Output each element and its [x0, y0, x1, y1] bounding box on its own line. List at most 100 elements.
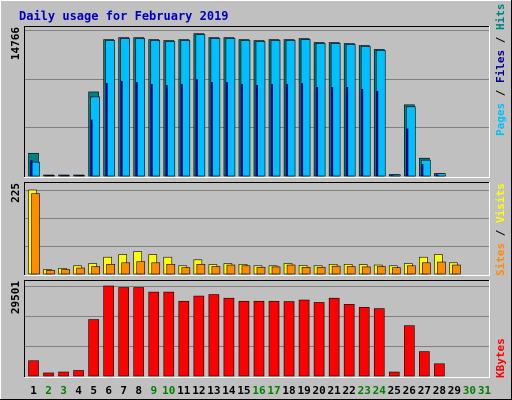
bar-files-day-24 [376, 90, 379, 176]
legend-pages: Pages [494, 103, 507, 136]
bar-kbytes-day-25 [388, 371, 400, 377]
bar-files-day-9 [150, 84, 153, 176]
bar-kbytes-day-3 [58, 371, 69, 377]
bar-files-day-22 [346, 87, 349, 176]
legend-separator: / [494, 83, 507, 103]
panels: 14766 Pages / Files / Hits 225 Sites / Visi… [9, 4, 507, 378]
bar-sites-day-5 [91, 266, 100, 275]
legend-visits: Visits [494, 183, 507, 223]
x-tick-label: 29 [448, 384, 461, 397]
x-tick-label: 2 [45, 384, 52, 397]
bar-sites-day-22 [346, 266, 356, 275]
bar-sites-day-15 [241, 265, 251, 275]
x-tick-label: 16 [252, 384, 266, 397]
x-tick-label: 9 [150, 384, 157, 397]
bar-kbytes-day-1 [28, 360, 39, 377]
bar-files-day-19 [301, 83, 304, 176]
x-tick-label: 8 [135, 384, 142, 397]
bar-files-day-15 [240, 84, 243, 176]
bar-sites-day-7 [121, 262, 130, 275]
bar-files-day-10 [165, 85, 168, 176]
x-tick-label: 25 [388, 384, 401, 397]
x-tick-label: 27 [418, 384, 431, 397]
bar-files-day-5 [90, 119, 93, 176]
bar-sites-day-8 [136, 261, 146, 275]
x-tick-label: 14 [222, 384, 236, 397]
legend-hits: Hits [494, 4, 507, 31]
bar-sites-day-3 [61, 269, 70, 275]
bar-sites-day-29 [452, 264, 461, 275]
bar-kbytes-day-16 [253, 300, 265, 377]
x-tick-label: 11 [177, 384, 191, 397]
bar-kbytes-day-11 [178, 300, 190, 377]
legend-separator: / [494, 30, 507, 50]
x-tick-label: 20 [312, 384, 325, 397]
bar-kbytes-day-26 [404, 325, 415, 377]
bar-files-day-26 [406, 128, 409, 176]
bar-kbytes-day-23 [358, 307, 370, 377]
x-tick-label: 1 [30, 384, 37, 397]
bar-sites-day-19 [301, 266, 311, 275]
bar-sites-day-14 [226, 264, 236, 275]
bar-sites-day-4 [76, 267, 85, 275]
x-tick-label: 3 [60, 384, 67, 397]
y-legend-hits: Pages / Files / Hits [494, 4, 507, 137]
bar-files-day-25 [391, 175, 394, 176]
bars-visits [28, 189, 461, 275]
legend-separator: / [494, 223, 507, 243]
bar-files-day-27 [421, 164, 424, 176]
bar-files-day-21 [331, 87, 334, 176]
bar-kbytes-day-5 [88, 319, 99, 377]
bar-sites-day-1 [31, 193, 40, 275]
bar-sites-day-12 [196, 263, 206, 275]
bar-kbytes-day-22 [343, 304, 355, 377]
bars-kbytes [28, 285, 445, 377]
plot-area-visits [24, 182, 490, 276]
bar-sites-day-27 [422, 262, 431, 275]
bar-files-day-23 [361, 88, 364, 176]
bar-files-day-13 [210, 82, 213, 176]
y-max-label-visits: 225 [9, 183, 22, 203]
x-tick-label: 24 [373, 384, 387, 397]
x-tick-label: 5 [90, 384, 97, 397]
x-axis-labels: 1 2 3 4 5 6 7 8 9 10 11 12 13 14 15 16 17 18 19 20 21 22 23 24 2… [30, 384, 491, 397]
y-max-label-hits: 14766 [9, 27, 22, 60]
bar-files-day-14 [225, 82, 228, 176]
x-tick-label: 15 [237, 384, 250, 397]
x-tick-label: 21 [328, 384, 342, 397]
y-legend-kbytes: KBytes [494, 338, 507, 378]
x-tick-label: 6 [105, 384, 112, 397]
y-legend-visits: Sites / Visits [494, 183, 507, 276]
bar-kbytes-day-28 [434, 363, 445, 377]
x-tick-label: 19 [297, 384, 310, 397]
bar-sites-day-25 [391, 267, 401, 275]
y-max-label-kbytes: 29501 [9, 281, 22, 314]
x-tick-label: 7 [120, 384, 127, 397]
bar-files-day-6 [105, 83, 108, 176]
bar-kbytes-day-15 [238, 300, 250, 377]
x-tick-label: 31 [478, 384, 492, 397]
chart-title: Daily usage for February 2019 [19, 9, 229, 23]
bar-sites-day-28 [437, 261, 446, 275]
x-tick-label: 28 [433, 384, 446, 397]
bar-files-day-1 [30, 160, 33, 176]
x-tick-label: 26 [403, 384, 417, 397]
panel-kbytes: 29501 KBytes [9, 280, 507, 378]
bar-kbytes-day-17 [268, 300, 280, 377]
bar-sites-day-17 [271, 266, 281, 275]
bar-kbytes-day-10 [163, 291, 175, 377]
bar-kbytes-day-24 [373, 308, 385, 377]
bar-sites-day-9 [151, 262, 161, 275]
bar-kbytes-day-20 [313, 302, 325, 377]
bar-kbytes-day-18 [283, 301, 295, 377]
bar-files-day-11 [180, 84, 183, 176]
panel-hits: 14766 Pages / Files / Hits [9, 4, 507, 178]
bar-sites-day-26 [407, 265, 416, 275]
bar-sites-day-18 [286, 264, 296, 275]
bar-sites-day-20 [316, 266, 326, 275]
x-tick-label: 22 [343, 384, 356, 397]
bar-sites-day-11 [181, 267, 191, 275]
legend-kbytes: KBytes [494, 338, 507, 378]
bar-kbytes-day-12 [193, 295, 205, 377]
